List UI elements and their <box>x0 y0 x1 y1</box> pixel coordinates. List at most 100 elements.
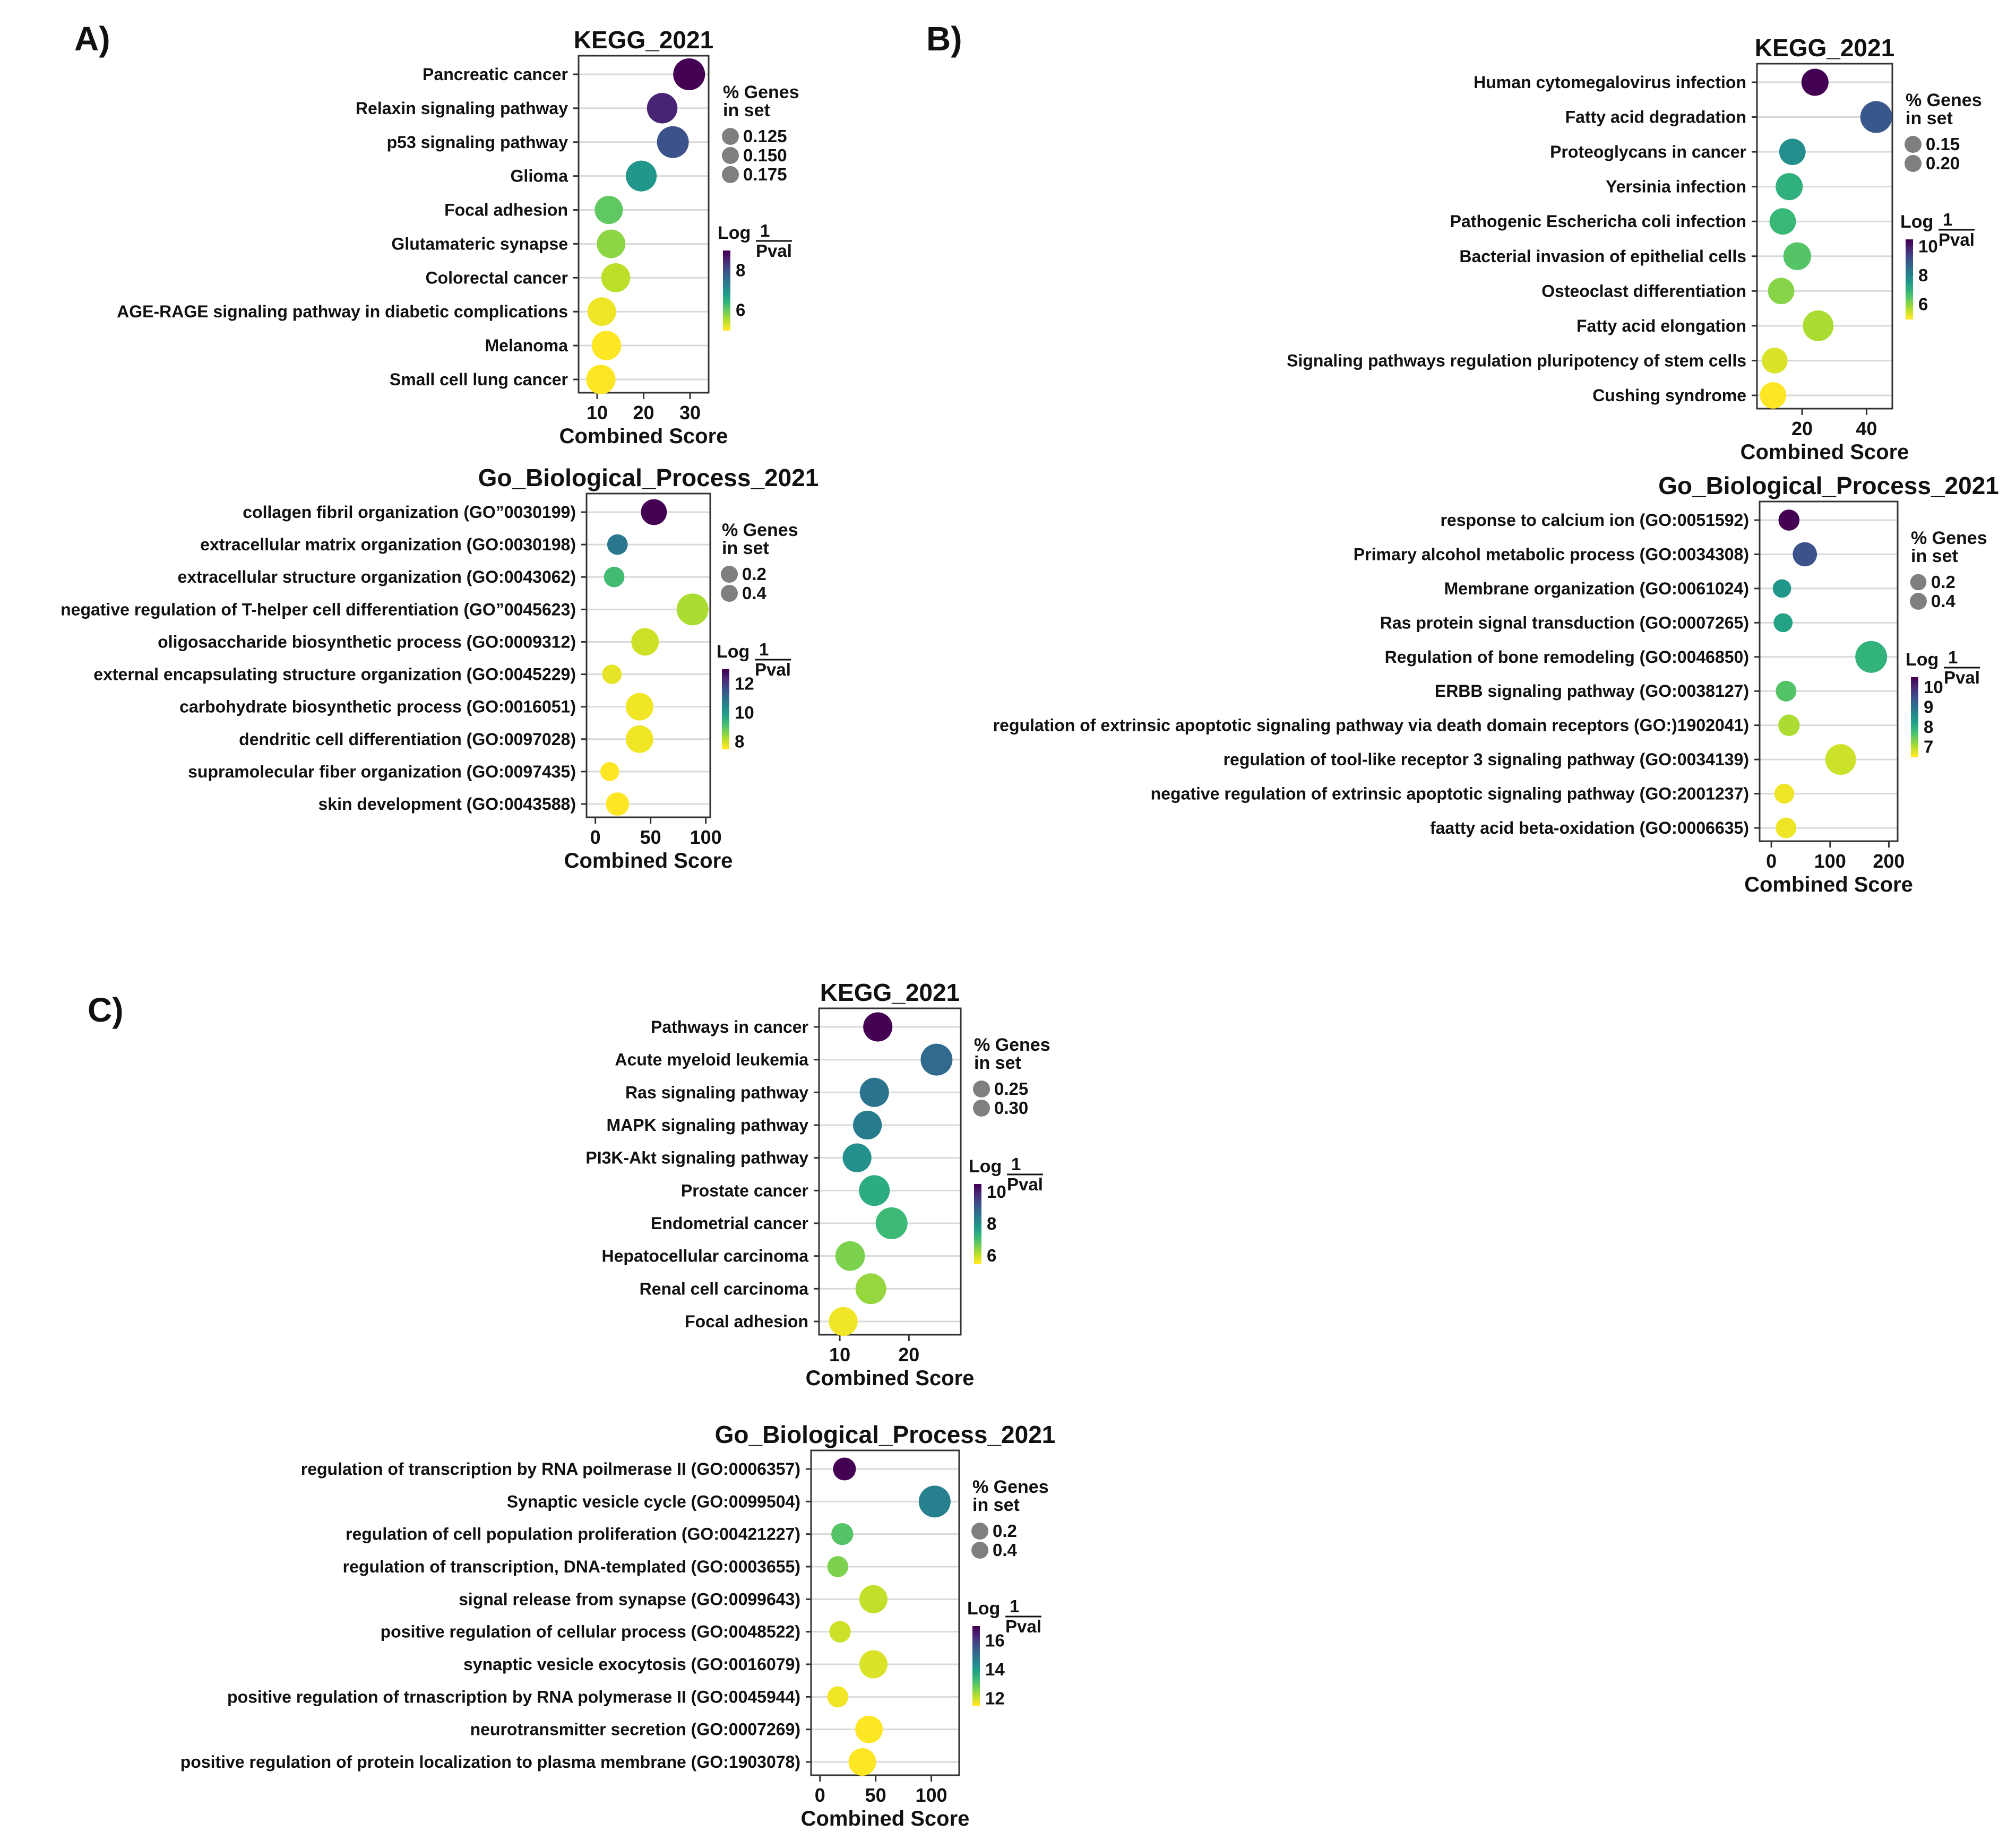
colorbar-segment <box>1906 279 1913 282</box>
data-point <box>1860 101 1892 133</box>
colorbar-tick-label: 12 <box>735 673 754 693</box>
term-label: Bacterial invasion of epithelial cells <box>1459 247 1746 266</box>
color-legend-title: Pval <box>1944 668 1980 687</box>
data-point <box>918 1485 951 1518</box>
colorbar-segment <box>722 736 729 739</box>
colorbar-segment <box>723 304 730 307</box>
colorbar-segment <box>974 1219 981 1222</box>
x-axis-title: Combined Score <box>1741 440 1909 464</box>
size-legend-dot <box>721 566 738 583</box>
colorbar-segment <box>974 1192 981 1195</box>
size-legend-label: 0.2 <box>993 1521 1017 1541</box>
x-tick-label: 0 <box>1766 850 1777 872</box>
x-tick-label: 40 <box>1856 418 1877 439</box>
colorbar-segment <box>974 1245 981 1248</box>
colorbar-tick-label: 6 <box>1918 295 1928 314</box>
term-label: MAPK signaling pathway <box>607 1116 809 1135</box>
colorbar-segment <box>722 669 729 672</box>
term-label: Relaxin signaling pathway <box>356 99 568 118</box>
colorbar-segment <box>1911 733 1918 736</box>
colorbar-segment <box>974 1229 981 1232</box>
size-legend-dot <box>973 1100 990 1117</box>
term-label: Pancreatic cancer <box>423 65 568 84</box>
x-tick-label: 50 <box>640 826 661 848</box>
colorbar-tick-label: 8 <box>1924 717 1933 737</box>
color-legend-title: 1 <box>1010 1596 1019 1616</box>
colorbar-segment <box>1906 242 1913 245</box>
colorbar-segment <box>722 698 729 702</box>
color-legend-title: 1 <box>1011 1154 1021 1174</box>
size-legend-title: % Genes <box>972 1477 1049 1497</box>
colorbar-tick-label: 8 <box>735 731 744 751</box>
color-legend-title: Log <box>967 1598 1000 1619</box>
term-label: Proteoglycans in cancer <box>1550 142 1746 161</box>
color-legend-title: Log <box>1900 212 1933 232</box>
colorbar-segment <box>1906 258 1913 261</box>
colorbar-segment <box>974 1256 981 1259</box>
x-tick-label: 10 <box>587 402 608 424</box>
size-legend-label: 0.2 <box>742 564 766 584</box>
color-legend-title: Pval <box>1007 1174 1043 1194</box>
term-label: Ras signaling pathway <box>625 1083 808 1102</box>
chart-title: Go_Biological_Process_2021 <box>1658 472 1999 499</box>
colorbar-segment <box>1906 255 1913 258</box>
term-label: PI3K-Akt signaling pathway <box>585 1148 808 1168</box>
term-label: Small cell lung cancer <box>390 370 568 389</box>
term-label: oligosaccharide biosynthetic process (GO… <box>158 632 576 651</box>
chart-title: KEGG_2021 <box>820 979 960 1006</box>
colorbar-tick-label: 7 <box>1924 737 1933 756</box>
color-legend-title: Log <box>717 642 749 662</box>
data-point <box>597 229 626 258</box>
x-tick-label: 30 <box>679 402 701 424</box>
colorbar-segment <box>723 272 730 275</box>
term-label: regulation of tool-like receptor 3 signa… <box>1224 750 1749 769</box>
colorbar-segment <box>723 317 730 320</box>
data-point <box>859 1175 890 1206</box>
term-label: Glutamateric synapse <box>391 234 568 253</box>
data-point <box>855 1715 883 1743</box>
chart-3: Go_Biological_Process_2021 response to ca… <box>993 472 1999 896</box>
colorbar-segment <box>972 1682 980 1685</box>
data-point <box>606 792 630 816</box>
data-point <box>626 160 657 192</box>
size-legend-dot <box>722 166 739 183</box>
colorbar-segment <box>723 301 730 304</box>
colorbar-tick-label: 14 <box>985 1660 1005 1679</box>
colorbar-segment <box>722 720 729 723</box>
colorbar-tick-label: 10 <box>1918 237 1938 256</box>
colorbar-segment <box>1906 311 1913 314</box>
term-label: Focal adhesion <box>444 201 568 220</box>
term-label: carbohydrate biosynthetic process (GO:00… <box>179 697 576 716</box>
term-label: Synaptic vesicle cycle (GO:0099504) <box>507 1492 800 1511</box>
colorbar-tick-label: 10 <box>987 1182 1006 1202</box>
data-point <box>827 1686 849 1708</box>
colorbar-segment <box>972 1669 980 1672</box>
size-legend-title: % Genes <box>723 82 799 102</box>
size-legend-dot <box>971 1542 988 1559</box>
colorbar-segment <box>723 266 730 270</box>
colorbar-segment <box>974 1187 981 1190</box>
term-label: regulation of cell population proliferat… <box>346 1525 800 1544</box>
data-point <box>920 1043 953 1076</box>
term-label: Primary alcohol metabolic process (GO:00… <box>1354 545 1749 564</box>
color-legend-title: 1 <box>1943 210 1952 229</box>
colorbar-segment <box>1911 693 1918 696</box>
data-point <box>875 1207 908 1239</box>
data-point <box>625 725 653 753</box>
size-legend-label: 0.150 <box>743 145 787 165</box>
term-label: Endometrial cancer <box>651 1214 808 1233</box>
colorbar-segment <box>974 1234 981 1238</box>
data-point <box>1779 139 1806 166</box>
colorbar-segment <box>1911 736 1918 739</box>
colorbar-segment <box>972 1653 980 1656</box>
color-legend-title: Log <box>718 223 751 243</box>
term-label: Ras protein signal transduction (GO:0007… <box>1380 613 1749 632</box>
colorbar-tick-label: 6 <box>736 300 745 320</box>
chart-title: Go_Biological_Process_2021 <box>715 1421 1056 1448</box>
term-label: Renal cell carcinoma <box>640 1279 809 1298</box>
colorbar-segment <box>1911 706 1918 710</box>
data-point <box>676 593 709 626</box>
colorbar-tick-label: 8 <box>736 261 745 280</box>
chart-0: KEGG_2021 Pancreatic cancer Relaxin signal… <box>117 26 799 448</box>
size-legend-dot <box>1910 593 1927 610</box>
